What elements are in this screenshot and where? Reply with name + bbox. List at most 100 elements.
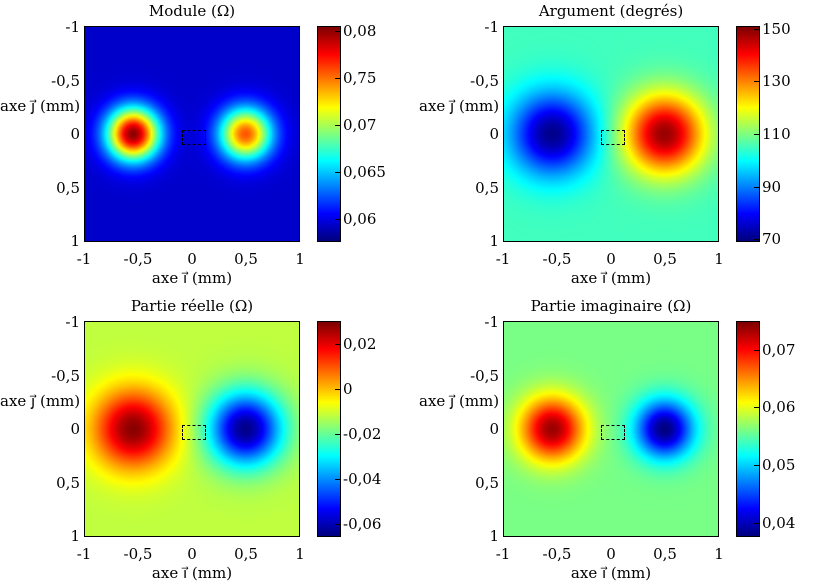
x-tick-label: -1	[76, 545, 92, 563]
colorbar-tick-mark	[335, 433, 340, 435]
colorbar-tick-label: 110	[762, 125, 791, 143]
colorbar-tick-mark	[754, 134, 759, 135]
x-axis-label: axe i⃗ (mm)	[570, 269, 652, 287]
heatmap-image	[85, 322, 299, 536]
colorbar-tick-mark	[335, 523, 340, 525]
colorbar	[317, 26, 341, 242]
x-tick-label: 0	[606, 545, 616, 563]
x-tick-label: -0,5	[542, 545, 572, 563]
y-tick-label: -1	[65, 313, 80, 331]
region-of-interest-box	[601, 129, 625, 145]
y-tick-label: 0,5	[475, 178, 499, 197]
x-axis-label: axe i⃗ (mm)	[151, 564, 233, 582]
x-tick-label: 0	[187, 545, 197, 563]
heatmap-plot-area	[84, 321, 300, 537]
x-tick-label: -0,5	[542, 250, 572, 268]
colorbar-tick-label: -0,02	[343, 424, 382, 443]
x-axis-label: axe i⃗ (mm)	[151, 269, 233, 287]
colorbar-tick-mark	[754, 239, 759, 241]
x-tick-label: 1	[714, 250, 724, 268]
x-tick-label: 1	[295, 545, 305, 563]
colorbar-tick-mark	[754, 407, 759, 409]
chart-title: Argument (degrés)	[538, 2, 684, 20]
x-tick-label: 1	[295, 250, 305, 268]
x-tick-label: -1	[495, 250, 511, 268]
colorbar-tick-label: 0,07	[343, 115, 377, 134]
region-of-interest-box	[182, 129, 206, 145]
heatmap-plot-area	[84, 26, 300, 242]
y-axis-label: axe j⃗ (mm)	[0, 392, 81, 410]
colorbar	[317, 321, 341, 537]
heatmap-panel: Partie imaginaire (Ω) -1 -0,5 0 0,5 1 -1 -0,5 0 0…	[419, 295, 828, 588]
region-of-interest-box	[601, 424, 625, 440]
colorbar-tick-label: -0,06	[343, 514, 382, 533]
y-tick-label: -1	[65, 18, 80, 36]
colorbar-tick-mark	[335, 343, 340, 345]
colorbar-tick-label: 0,05	[762, 456, 796, 474]
colorbar-gradient	[737, 27, 759, 241]
y-axis-label: axe j⃗ (mm)	[419, 97, 500, 115]
x-tick-label: 0,5	[653, 250, 677, 268]
x-tick-label: -0,5	[123, 250, 153, 268]
y-tick-label: -1	[484, 18, 499, 36]
colorbar	[736, 321, 760, 537]
colorbar-tick-mark	[754, 465, 759, 466]
colorbar-tick-mark	[335, 478, 340, 480]
y-tick-label: -0,5	[470, 71, 499, 90]
colorbar-gradient	[318, 322, 340, 536]
colorbar-tick-label: 0,08	[343, 21, 377, 40]
colorbar-tick-mark	[754, 349, 759, 351]
heatmap-image	[504, 322, 718, 536]
y-tick-label: 0	[70, 125, 80, 143]
y-tick-label: 0,5	[475, 473, 499, 492]
colorbar-tick-mark	[335, 218, 340, 220]
y-tick-label: 0	[489, 420, 499, 438]
colorbar-tick-mark	[754, 186, 759, 188]
y-tick-label: 0	[70, 420, 80, 438]
y-tick-label: 0,5	[56, 178, 80, 197]
colorbar-tick-mark	[754, 81, 759, 83]
heatmap-panel: Partie réelle (Ω) -1 -0,5 0 0,5 1 -1 -0,5 0 0,5 1 a…	[0, 295, 414, 588]
colorbar-tick-mark	[754, 522, 759, 524]
x-tick-label: 0,5	[653, 545, 677, 563]
y-tick-label: -0,5	[51, 71, 80, 90]
colorbar-tick-label: 90	[762, 177, 782, 196]
colorbar-tick-label: 0	[343, 379, 353, 398]
y-tick-label: 1	[70, 527, 80, 545]
x-tick-label: 0	[187, 250, 197, 268]
colorbar-tick-label: 70	[762, 230, 782, 249]
region-of-interest-box	[182, 424, 206, 440]
heatmap-image	[85, 27, 299, 241]
colorbar-tick-mark	[335, 30, 340, 32]
x-tick-label: -1	[76, 250, 92, 268]
colorbar-tick-label: -0,04	[343, 469, 382, 488]
y-tick-label: 1	[70, 232, 80, 250]
x-tick-label: -0,5	[123, 545, 153, 563]
heatmap-panel: Argument (degrés) -1 -0,5 0 0,5 1 -1 -0,5 0 0,5 1 a…	[419, 0, 828, 293]
x-tick-label: 0	[606, 250, 616, 268]
colorbar-tick-label: 0,04	[762, 513, 796, 532]
x-tick-label: 0,5	[234, 250, 258, 268]
heatmap-plot-area	[503, 26, 719, 242]
x-tick-label: -1	[495, 545, 511, 563]
y-tick-label: -0,5	[51, 366, 80, 385]
heatmap-panel: Module (Ω) -1 -0,5 0 0,5 1 -1 -0,5 0 0,5 1 axe i⃗ (…	[0, 0, 414, 293]
y-axis-label: axe j⃗ (mm)	[0, 97, 81, 115]
y-tick-label: 0,5	[56, 473, 80, 492]
y-tick-label: 1	[489, 527, 499, 545]
chart-title: Module (Ω)	[148, 2, 236, 20]
colorbar-gradient	[318, 27, 340, 241]
colorbar-tick-label: 130	[762, 72, 791, 91]
colorbar-tick-label: 0,06	[343, 209, 377, 228]
x-tick-label: 0,5	[234, 545, 258, 563]
colorbar-tick-label: 150	[762, 19, 791, 38]
colorbar-tick-mark	[335, 124, 340, 126]
colorbar-tick-mark	[335, 77, 340, 79]
colorbar-tick-mark	[754, 28, 759, 30]
y-tick-label: 1	[489, 232, 499, 250]
chart-title: Partie imaginaire (Ω)	[530, 297, 692, 315]
colorbar-tick-label: 0,07	[762, 340, 796, 359]
colorbar-tick-label: 0,065	[343, 162, 386, 181]
x-tick-label: 1	[714, 545, 724, 563]
colorbar	[736, 26, 760, 242]
